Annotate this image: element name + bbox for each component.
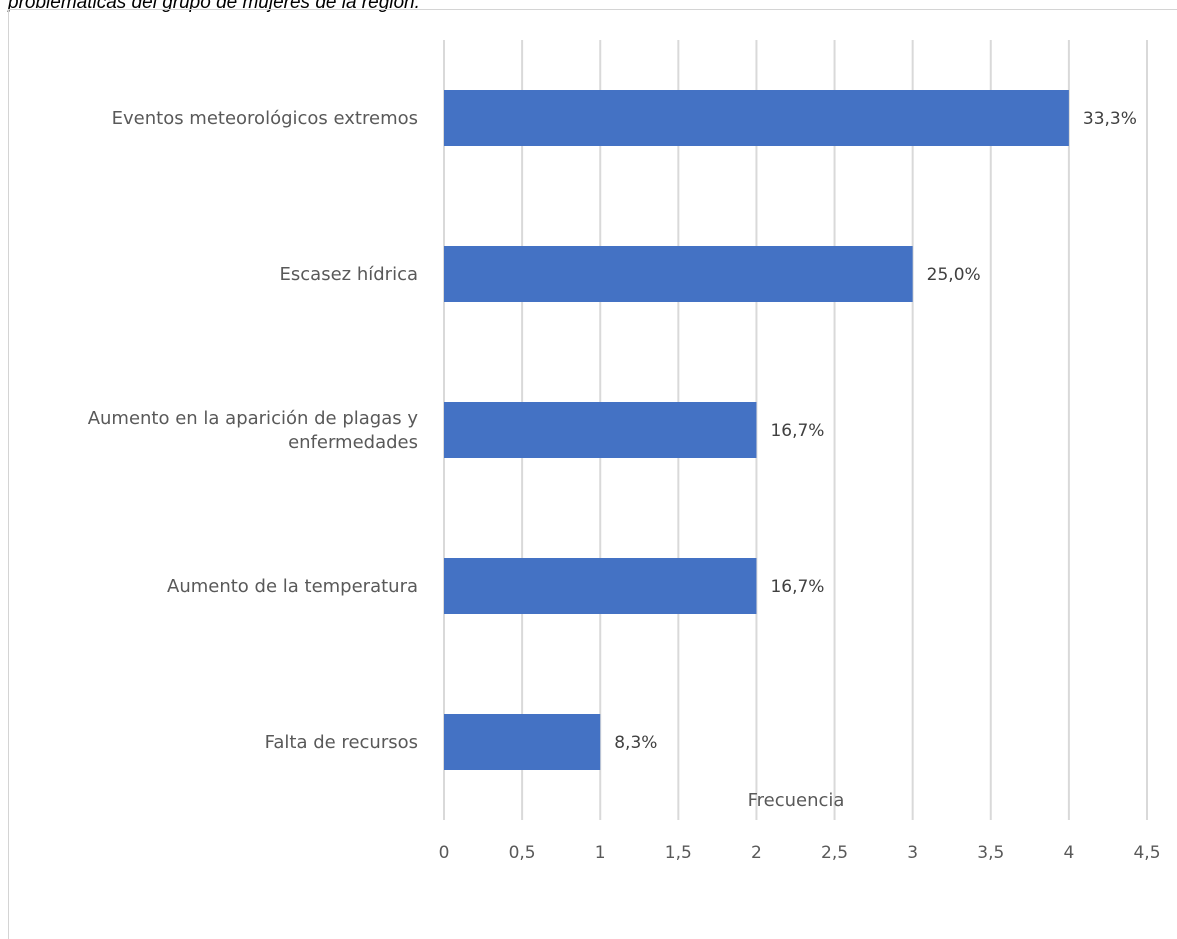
data-label: 16,7% (770, 577, 824, 597)
category-label-line: Aumento en la aparición de plagas y (88, 408, 419, 429)
bar (444, 402, 757, 458)
data-label: 8,3% (614, 733, 657, 753)
category-label-line: Falta de recursos (265, 732, 418, 753)
category-label: Aumento en la aparición de plagas y enfer… (88, 408, 419, 453)
x-tick-label: 4 (1063, 843, 1074, 863)
x-tick-label: 1,5 (665, 843, 692, 863)
x-tick-label: 2,5 (821, 843, 848, 863)
x-tick-labels: 0 0,5 1 1,5 2 2,5 3 3,5 4 4,5 (439, 843, 1161, 863)
bar (444, 714, 601, 770)
x-tick-label: 2 (751, 843, 762, 863)
data-label: 25,0% (927, 265, 981, 285)
x-tick-label: 3 (907, 843, 918, 863)
chart-frame (8, 9, 1177, 939)
x-tick-label: 1 (595, 843, 606, 863)
bar (444, 246, 913, 302)
gridlines (443, 40, 1148, 820)
category-label-line: Escasez hídrica (280, 264, 418, 285)
category-label-line: Eventos meteorológicos extremos (112, 108, 418, 129)
category-label: Escasez hídrica (280, 264, 418, 285)
bar (444, 90, 1069, 146)
category-label: Eventos meteorológicos extremos (112, 108, 418, 129)
x-axis-title: Frecuencia (748, 790, 845, 811)
category-labels: Eventos meteorológicos extremos Escasez h… (88, 108, 419, 753)
data-labels: 33,3% 25,0% 16,7% 16,7% 8,3% (614, 109, 1137, 753)
x-tick-label: 0 (439, 843, 450, 863)
x-tick-label: 4,5 (1133, 843, 1160, 863)
x-tick-label: 3,5 (977, 843, 1004, 863)
data-label: 16,7% (770, 421, 824, 441)
data-label: 33,3% (1083, 109, 1137, 129)
category-label: Falta de recursos (265, 732, 418, 753)
category-label-line: Aumento de la temperatura (167, 576, 418, 597)
x-tick-label: 0,5 (509, 843, 536, 863)
category-label: Aumento de la temperatura (167, 576, 418, 597)
bar (444, 558, 757, 614)
category-label-line: enfermedades (288, 432, 418, 453)
bars (444, 90, 1069, 770)
